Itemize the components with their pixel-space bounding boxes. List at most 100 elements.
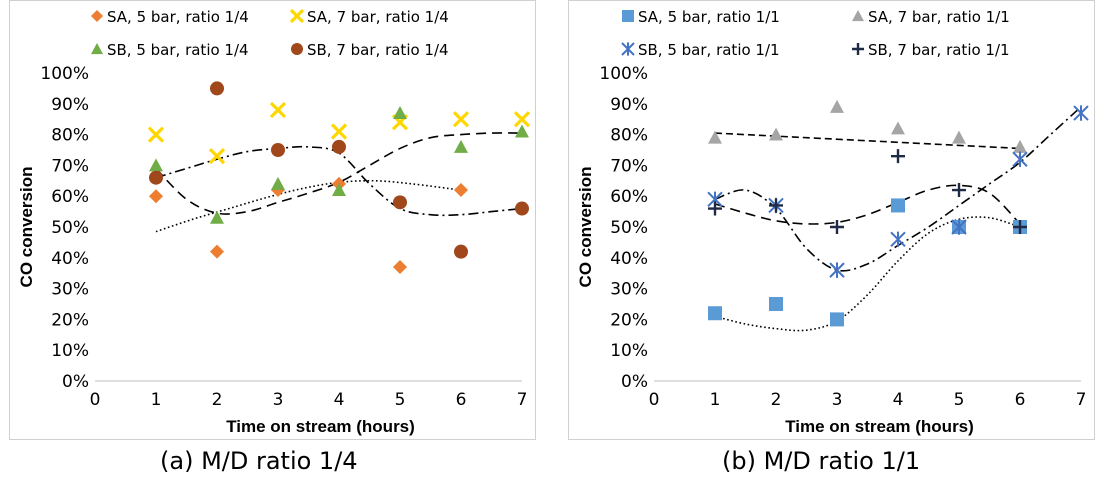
chart-a-legend-label: SB, 7 bar, ratio 1/4	[307, 41, 449, 59]
chart-a-series-2-point	[393, 106, 407, 119]
chart-a-y-tick-label: 100%	[40, 64, 89, 84]
chart-a-legend-marker-shape	[289, 8, 305, 24]
chart-a-y-tick-label: 80%	[51, 126, 89, 146]
chart-a-legend-item: SB, 7 bar, ratio 1/4	[291, 41, 449, 59]
chart-b-series-1-point	[769, 127, 783, 141]
chart-a-series-2-point-shape	[454, 139, 468, 153]
chart-b-trendline-3	[714, 184, 1021, 225]
chart-a-y-tick-label: 90%	[51, 95, 89, 115]
chart-b-x-ticks: 0 1 2 3 4 5 6 7	[649, 390, 1087, 410]
chart-a-legend-marker-shape	[291, 43, 303, 55]
chart-b-series-0-point	[830, 312, 844, 327]
chart-a-x-tick-label: 6	[456, 390, 467, 410]
chart-b-series-3-point-shape	[708, 201, 722, 216]
chart-b-y-tick-label: 70%	[610, 156, 648, 176]
chart-a-series-1-point	[208, 148, 226, 165]
chart-a-series-2-point	[515, 124, 529, 138]
chart-b-series-2-point	[890, 231, 906, 248]
chart-b-series-3-point	[769, 198, 783, 213]
chart-b-legend-marker-shape	[622, 10, 634, 22]
chart-a-x-tick-label: 0	[90, 390, 101, 410]
chart-b-y-tick-label: 60%	[610, 187, 648, 207]
chart-a-y-tick-label: 40%	[51, 249, 89, 269]
chart-a-series-2-point	[271, 176, 285, 190]
chart-b-series-1-point	[891, 121, 905, 135]
chart-a-series-2-point	[454, 139, 468, 153]
chart-a-series-1-point-shape	[330, 123, 348, 140]
chart-b-x-tick-label: 1	[710, 390, 721, 410]
chart-b-y-tick-label: 100%	[599, 64, 648, 84]
chart-b-series-0-point	[769, 297, 783, 311]
chart-b-y-tick-label: 10%	[610, 341, 648, 361]
chart-b-series-3-point	[891, 149, 905, 164]
chart-a-series-3-point	[393, 195, 407, 210]
chart-a-series-3-point-shape	[454, 244, 468, 259]
chart-a-trendline-2	[155, 132, 523, 215]
chart-b-legend-item: SB, 7 bar, ratio 1/1	[852, 41, 1010, 59]
chart-b-series-3-point-shape	[891, 149, 905, 164]
chart-a-x-tick-label: 7	[517, 390, 528, 410]
chart-b-legend-marker-shape	[621, 42, 635, 56]
chart-a-series-3-point-shape	[271, 143, 285, 157]
chart-b-series-2-point-shape	[890, 231, 906, 248]
chart-b-series-3-point	[952, 183, 966, 198]
chart-a-y-tick-label: 0%	[62, 372, 89, 392]
chart-a-legend-marker	[289, 8, 305, 24]
chart-b-legend: SA, 5 bar, ratio 1/1 SA, 7 bar, ratio 1/1…	[621, 8, 1010, 59]
chart-a-legend-marker-shape	[91, 10, 103, 22]
chart-b-y-tick-label: 20%	[610, 310, 648, 330]
chart-a-series-0-point-shape	[454, 183, 468, 198]
chart-a-series-1-point	[513, 111, 531, 128]
chart-b-series-0-point-shape	[769, 297, 783, 311]
chart-a-x-tick-label: 3	[273, 390, 284, 410]
chart-a-caption: (a) M/D ratio 1/4	[160, 447, 358, 475]
chart-a-y-tick-label: 60%	[51, 187, 89, 207]
chart-b-legend-marker	[852, 10, 864, 22]
chart-b-x-tick-label: 6	[1015, 390, 1026, 410]
chart-b-series-0-point-shape	[830, 312, 844, 327]
chart-a-legend: SA, 5 bar, ratio 1/4 SA, 7 bar, ratio 1/4…	[91, 8, 449, 59]
chart-b-series-2-point	[829, 262, 845, 278]
chart-b-legend-item: SB, 5 bar, ratio 1/1	[621, 41, 780, 59]
chart-a-series-1-point-shape	[513, 111, 531, 128]
chart-a-series-0-point	[210, 244, 224, 259]
chart-a-series-3-point	[149, 170, 163, 185]
chart-a-svg: 0% 10% 20% 30% 40% 50% 60% 70% 80% 90% 100% 0 1 2 3 4 5 6…	[9, 0, 536, 440]
chart-b-series-2-point-shape	[1012, 151, 1028, 167]
chart-a-x-axis-title: Time on stream (hours)	[226, 417, 415, 436]
chart-a-series-3-point-shape	[210, 81, 224, 96]
chart-a-legend-item: SB, 5 bar, ratio 1/4	[91, 41, 249, 59]
chart-b-legend-marker	[852, 43, 864, 55]
chart-b-legend-marker-shape	[852, 43, 864, 55]
chart-b-y-ticks: 0% 10% 20% 30% 40% 50% 60% 70% 80% 90% 100%	[599, 64, 648, 392]
chart-b-series-2-point	[951, 219, 967, 235]
chart-b-series-0-point	[891, 198, 905, 213]
chart-b-series-1-point	[830, 99, 844, 113]
chart-b-series-0-point-shape	[708, 306, 722, 321]
chart-b-trendline-1	[714, 132, 1021, 150]
chart-b-y-tick-label: 40%	[610, 249, 648, 269]
chart-a-series-1-point	[330, 123, 348, 140]
chart-a-series-3-point-shape	[393, 195, 407, 210]
chart-a-x-tick-label: 2	[212, 390, 223, 410]
chart-b-series-1-point	[1013, 139, 1027, 153]
chart-b-series-1-point-shape	[708, 130, 722, 144]
chart-a-series-3-point	[271, 143, 285, 157]
chart-b-legend-label: SB, 5 bar, ratio 1/1	[638, 41, 780, 59]
chart-b-series-3-point	[830, 220, 844, 234]
chart-a-series-1-point-shape	[269, 101, 287, 119]
chart-b-frame	[568, 0, 1095, 440]
chart-a-legend-item: SA, 7 bar, ratio 1/4	[289, 8, 449, 26]
chart-a-series-0-point-shape	[149, 189, 163, 204]
chart-b-series-1-point	[708, 130, 722, 144]
chart-a-series-2-point	[332, 183, 346, 196]
chart-a-legend-item: SA, 5 bar, ratio 1/4	[91, 8, 249, 26]
chart-a-series-3-point	[332, 139, 346, 154]
chart-a-series-1-point	[147, 126, 165, 143]
chart-a-series-3-point	[515, 201, 529, 216]
chart-b-series-3-point	[708, 201, 722, 216]
chart-b-x-axis-title: Time on stream (hours)	[785, 417, 974, 436]
chart-a-series-2-point-shape	[210, 210, 224, 224]
chart-b-series-1-point-shape	[769, 127, 783, 141]
chart-a-y-tick-label: 30%	[51, 280, 89, 300]
